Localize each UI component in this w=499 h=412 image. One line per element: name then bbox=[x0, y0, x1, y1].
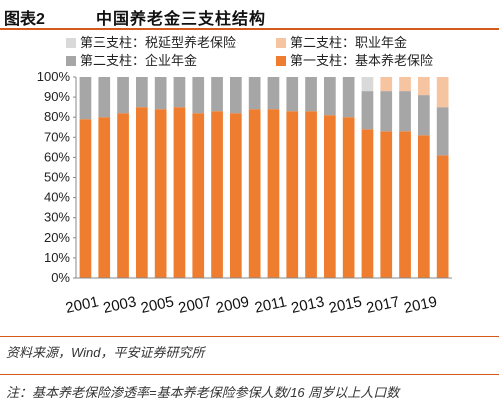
y-tick-label: 100% bbox=[37, 69, 71, 84]
bar-segment bbox=[380, 77, 393, 92]
legend-swatch bbox=[66, 56, 76, 66]
bar-segment bbox=[173, 77, 186, 108]
bar-segment bbox=[305, 111, 317, 278]
bar-segment bbox=[399, 131, 411, 278]
y-tick-label: 0% bbox=[51, 270, 70, 285]
bar-segment bbox=[361, 129, 374, 278]
bar-segment bbox=[192, 77, 205, 114]
bar-segment bbox=[418, 135, 430, 278]
figure-header: 图表2 中国养老金三支柱结构 bbox=[0, 0, 499, 30]
legend-swatch bbox=[66, 38, 76, 48]
bar-segment bbox=[286, 77, 299, 112]
bar-segment bbox=[436, 77, 449, 108]
bar-segment bbox=[173, 107, 186, 278]
x-tick-label: 2019 bbox=[402, 293, 438, 317]
bar-segment bbox=[436, 107, 449, 156]
bar-segment bbox=[399, 91, 411, 132]
y-tick-label: 40% bbox=[44, 190, 70, 205]
bar-segment bbox=[117, 113, 129, 278]
bar-segment bbox=[342, 77, 355, 118]
x-tick-label: 2009 bbox=[214, 293, 250, 317]
y-tick-label: 70% bbox=[44, 129, 70, 144]
bar-segment bbox=[248, 77, 261, 110]
x-tick-label: 2001 bbox=[64, 293, 100, 317]
figure-label: 图表2 bbox=[4, 11, 45, 28]
bar-segment bbox=[361, 91, 374, 130]
bar-segment bbox=[342, 117, 355, 278]
legend-label: 第二支柱：企业年金 bbox=[80, 53, 197, 68]
bar-segment bbox=[436, 155, 449, 278]
note-divider bbox=[0, 374, 499, 375]
bar-segment bbox=[418, 95, 430, 136]
bar-segment bbox=[79, 119, 92, 278]
y-tick-label: 10% bbox=[44, 250, 70, 265]
source-text: 资料来源，Wind，平安证券研究所 bbox=[6, 345, 205, 360]
bar-segment bbox=[117, 77, 129, 114]
source-divider bbox=[0, 336, 499, 337]
bar-segment bbox=[267, 77, 280, 110]
bar-segment bbox=[79, 77, 92, 120]
y-tick-label: 80% bbox=[44, 109, 70, 124]
bar-segment bbox=[380, 131, 393, 278]
x-tick-label: 2003 bbox=[102, 293, 138, 317]
x-tick-label: 2011 bbox=[253, 293, 288, 316]
bar-segment bbox=[211, 111, 223, 278]
chart-title: 中国养老金三支柱结构 bbox=[96, 11, 267, 28]
y-tick-label: 60% bbox=[44, 149, 70, 164]
x-tick-label: 2013 bbox=[290, 293, 326, 317]
bar-segment bbox=[305, 77, 317, 112]
note-text: 注：基本养老保险渗透率=基本养老保险参保人数/16 周岁以上人口数 bbox=[6, 385, 400, 400]
bar-segment bbox=[154, 77, 167, 110]
bar-segment bbox=[98, 77, 111, 118]
bar-segment bbox=[98, 117, 111, 278]
bar-segment bbox=[136, 107, 148, 278]
legend-label: 第一支柱：基本养老保险 bbox=[290, 53, 433, 68]
bar-segment bbox=[418, 77, 430, 96]
y-tick-label: 20% bbox=[44, 230, 70, 245]
bar-segment bbox=[136, 77, 148, 108]
legend-label: 第三支柱：税延型养老保险 bbox=[80, 35, 236, 50]
bar-segment bbox=[324, 77, 336, 116]
bar-segment bbox=[324, 115, 336, 278]
bar-segment bbox=[380, 91, 393, 132]
x-tick-label: 2005 bbox=[139, 293, 175, 317]
y-tick-label: 90% bbox=[44, 89, 70, 104]
legend-swatch bbox=[276, 38, 286, 48]
bar-segment bbox=[192, 113, 205, 278]
bar-segment bbox=[230, 77, 242, 114]
bar-segment bbox=[154, 109, 167, 278]
bar-segment bbox=[286, 111, 299, 278]
y-tick-label: 50% bbox=[44, 170, 70, 185]
bar-segment bbox=[399, 77, 411, 92]
bar-segment bbox=[361, 77, 374, 92]
bar-segment bbox=[230, 113, 242, 278]
bar-segment bbox=[267, 109, 280, 278]
bar-segment bbox=[211, 77, 223, 112]
x-tick-label: 2015 bbox=[327, 293, 363, 317]
legend-swatch bbox=[276, 56, 286, 66]
x-tick-label: 2017 bbox=[365, 293, 401, 317]
bar-segment bbox=[248, 109, 261, 278]
x-tick-label: 2007 bbox=[177, 293, 213, 317]
legend-label: 第二支柱：职业年金 bbox=[290, 35, 407, 50]
y-tick-label: 30% bbox=[44, 210, 70, 225]
